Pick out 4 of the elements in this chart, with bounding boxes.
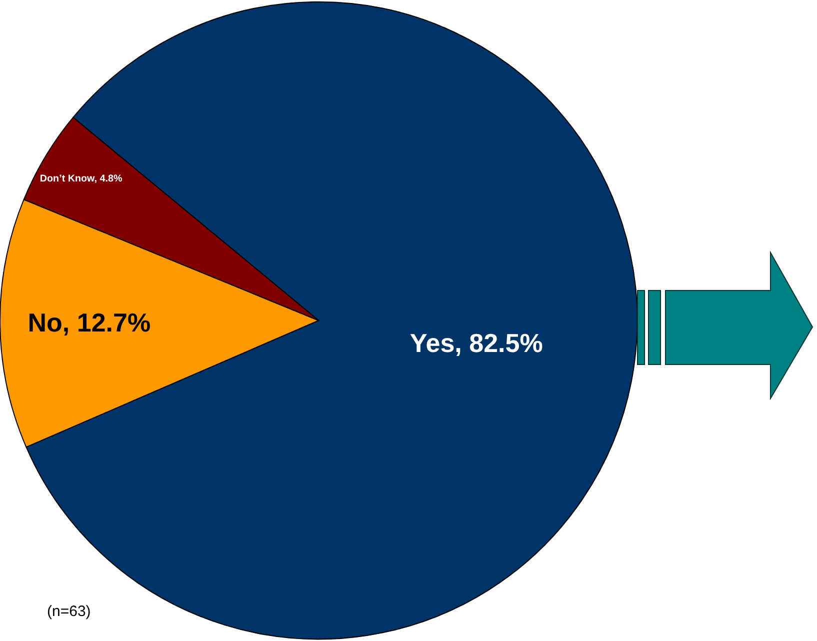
slice-label: No, 12.7%: [28, 308, 151, 338]
text: (n=63): [47, 603, 91, 620]
slice-label: Yes, 82.5%: [410, 328, 543, 358]
slice-label: Don’t Know, 4.8%: [40, 173, 122, 184]
